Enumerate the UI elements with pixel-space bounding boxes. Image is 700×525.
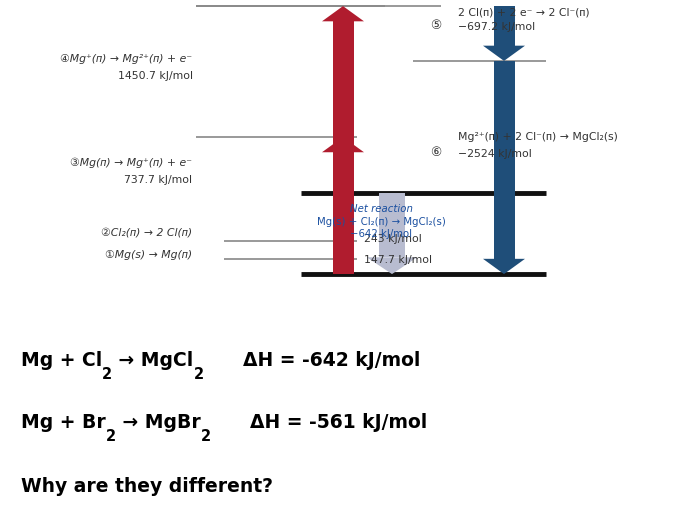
Text: 2: 2 <box>201 429 211 444</box>
Polygon shape <box>322 6 364 22</box>
Text: Mg + Br: Mg + Br <box>21 413 106 432</box>
Text: 2: 2 <box>194 368 204 383</box>
Text: 2: 2 <box>102 368 113 383</box>
Text: Mg + Cl: Mg + Cl <box>21 351 102 370</box>
Bar <box>332 152 354 274</box>
Bar <box>332 22 354 193</box>
Text: ③Mg(ᴨ) → Mg⁺(ᴨ) + e⁻: ③Mg(ᴨ) → Mg⁺(ᴨ) + e⁻ <box>71 158 192 168</box>
Text: ②Cl₂(ᴨ) → 2 Cl(ᴨ): ②Cl₂(ᴨ) → 2 Cl(ᴨ) <box>102 228 193 238</box>
Polygon shape <box>367 257 417 274</box>
Text: 243 kJ/mol: 243 kJ/mol <box>364 234 421 244</box>
Bar <box>494 61 514 259</box>
Text: 737.7 kJ/mol: 737.7 kJ/mol <box>125 175 192 185</box>
Bar <box>494 6 514 46</box>
Text: −2524 kJ/mol: −2524 kJ/mol <box>458 149 532 159</box>
Text: Mg(s) + Cl₂(ᴨ) → MgCl₂(s): Mg(s) + Cl₂(ᴨ) → MgCl₂(s) <box>317 217 446 227</box>
Polygon shape <box>483 46 525 61</box>
Text: ΔH = -561 kJ/mol: ΔH = -561 kJ/mol <box>211 413 427 432</box>
Bar <box>379 193 405 257</box>
Text: 1450.7 kJ/mol: 1450.7 kJ/mol <box>118 71 192 81</box>
Text: → MgCl: → MgCl <box>113 351 194 370</box>
Text: ④Mg⁺(ᴨ) → Mg²⁺(ᴨ) + e⁻: ④Mg⁺(ᴨ) → Mg²⁺(ᴨ) + e⁻ <box>60 55 192 65</box>
Text: Net reaction: Net reaction <box>350 204 413 214</box>
Text: −642 kJ/mol: −642 kJ/mol <box>351 229 412 239</box>
Text: → MgBr: → MgBr <box>116 413 201 432</box>
Text: ΔH = -642 kJ/mol: ΔH = -642 kJ/mol <box>204 351 420 370</box>
Text: Mg²⁺(ᴨ) + 2 Cl⁻(ᴨ) → MgCl₂(s): Mg²⁺(ᴨ) + 2 Cl⁻(ᴨ) → MgCl₂(s) <box>458 132 618 142</box>
Text: 2 Cl(ᴨ) + 2 e⁻ → 2 Cl⁻(ᴨ): 2 Cl(ᴨ) + 2 e⁻ → 2 Cl⁻(ᴨ) <box>458 7 590 17</box>
Polygon shape <box>483 259 525 274</box>
Text: 2: 2 <box>106 429 116 444</box>
Text: −697.2 kJ/mol: −697.2 kJ/mol <box>458 23 536 33</box>
Text: ①Mg(s) → Mg(ᴨ): ①Mg(s) → Mg(ᴨ) <box>106 250 193 260</box>
Polygon shape <box>322 137 364 152</box>
Text: ⑥: ⑥ <box>430 146 441 159</box>
Text: ⑤: ⑤ <box>430 19 441 33</box>
Text: Why are they different?: Why are they different? <box>21 477 273 496</box>
Text: 147.7 kJ/mol: 147.7 kJ/mol <box>364 255 432 265</box>
